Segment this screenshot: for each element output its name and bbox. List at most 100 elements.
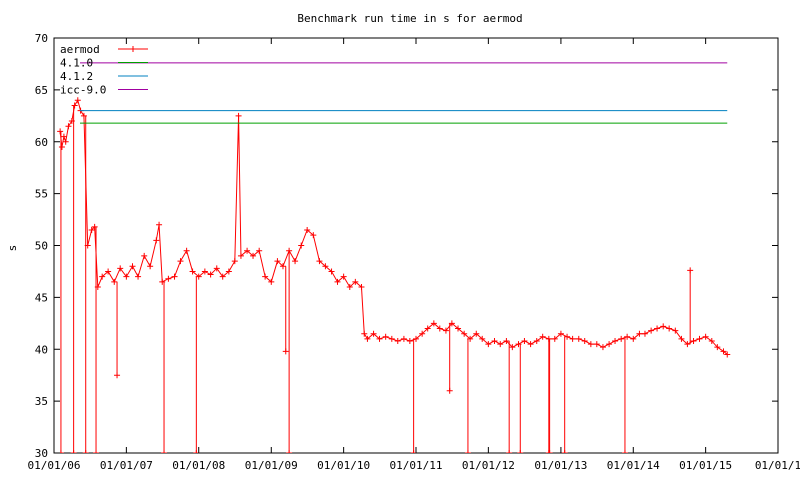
- data-point: [714, 344, 721, 351]
- legend-label-icc-9.0: icc-9.0: [60, 84, 106, 97]
- data-point: [430, 320, 437, 327]
- data-point: [497, 341, 504, 348]
- data-point: [455, 325, 462, 332]
- spike-point: [517, 450, 524, 453]
- data-point: [424, 325, 431, 332]
- data-point: [219, 273, 226, 280]
- series-aermod: [57, 97, 731, 453]
- plot-frame: [53, 37, 779, 454]
- legend-marker-aermod: [130, 46, 136, 52]
- data-point: [201, 268, 208, 275]
- data-point: [91, 223, 98, 230]
- spike-point: [464, 450, 471, 453]
- data-point: [702, 333, 709, 340]
- data-point: [720, 348, 727, 355]
- data-point: [672, 327, 679, 334]
- data-point: [129, 263, 136, 270]
- spike-point: [82, 450, 89, 453]
- spike-point: [687, 267, 694, 274]
- data-point: [156, 221, 163, 228]
- data-point: [177, 258, 184, 265]
- data-point: [231, 258, 238, 265]
- data-point: [696, 335, 703, 342]
- spike-point: [93, 450, 100, 453]
- data-point: [262, 273, 269, 280]
- x-tick-label: 01/01/13: [534, 459, 587, 472]
- y-tick-label: 60: [35, 136, 48, 149]
- data-point: [684, 341, 691, 348]
- series-line-aermod: [59, 98, 728, 355]
- data-point: [400, 335, 407, 342]
- y-tick-label: 30: [35, 447, 48, 460]
- spike-point: [561, 450, 568, 453]
- data-point: [274, 258, 281, 265]
- data-point: [256, 247, 263, 254]
- spike-point: [621, 450, 628, 453]
- data-point: [189, 268, 196, 275]
- data-point: [666, 325, 673, 332]
- data-point: [654, 325, 661, 332]
- data-point: [123, 273, 130, 280]
- x-tick-label: 01/01/12: [462, 459, 515, 472]
- data-point: [207, 271, 214, 278]
- data-point: [648, 327, 655, 334]
- data-point: [244, 247, 251, 254]
- data-point: [473, 330, 480, 337]
- data-point: [509, 344, 516, 351]
- data-point: [65, 123, 72, 130]
- spike-point: [161, 450, 168, 453]
- data-point: [279, 263, 286, 270]
- spike-point: [282, 348, 289, 355]
- data-point: [479, 335, 486, 342]
- data-point: [569, 335, 576, 342]
- spike-point: [286, 450, 293, 453]
- spike-point: [446, 387, 453, 394]
- y-tick-label: 35: [35, 395, 48, 408]
- data-point: [527, 341, 534, 348]
- data-point: [442, 327, 449, 334]
- data-point: [111, 278, 118, 285]
- data-point: [436, 325, 443, 332]
- data-point: [376, 335, 383, 342]
- spike-point: [506, 450, 513, 453]
- data-point: [292, 258, 299, 265]
- data-point: [593, 341, 600, 348]
- data-point: [461, 330, 468, 337]
- x-tick-label: 01/01/15: [679, 459, 732, 472]
- data-point: [141, 252, 148, 259]
- x-tick-label: 01/01/10: [317, 459, 370, 472]
- data-point: [88, 226, 95, 233]
- spike-point: [410, 450, 417, 453]
- data-point: [358, 284, 365, 290]
- spike-point: [70, 450, 77, 453]
- data-point: [587, 341, 594, 348]
- data-point: [71, 102, 78, 109]
- data-point: [370, 330, 377, 337]
- legend-label-aermod: aermod: [60, 43, 100, 56]
- y-tick-label: 50: [35, 240, 48, 253]
- y-tick-label: 65: [35, 84, 48, 97]
- data-point: [539, 333, 546, 340]
- data-point: [298, 242, 305, 249]
- data-point: [135, 273, 142, 280]
- data-point: [60, 133, 67, 140]
- data-point: [364, 335, 371, 342]
- x-tick-label: 01/01/11: [390, 459, 443, 472]
- data-point: [382, 333, 389, 340]
- spike-point: [546, 450, 553, 453]
- spike-point: [545, 450, 552, 453]
- x-tick-label: 01/01/06: [28, 459, 81, 472]
- axis-layer: 30 35 40 45 50 55 60 65 70 01/01/06 01/01/07 01/01/…: [28, 32, 800, 472]
- data-point: [551, 335, 558, 342]
- series-layer: [57, 62, 731, 453]
- data-point: [346, 284, 353, 290]
- x-tick-label: 01/01/14: [607, 459, 660, 472]
- data-point: [636, 330, 643, 337]
- data-point: [334, 278, 341, 285]
- data-point: [533, 337, 540, 344]
- y-tick-label: 40: [35, 343, 48, 356]
- data-point: [606, 341, 613, 348]
- data-point: [724, 351, 731, 358]
